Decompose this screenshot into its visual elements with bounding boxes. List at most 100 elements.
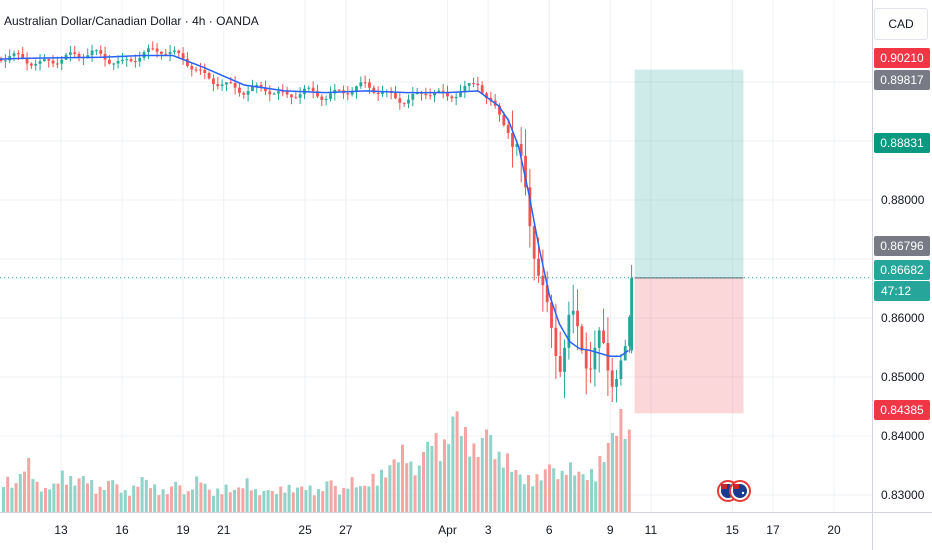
volume-bar xyxy=(527,475,530,512)
candle-body xyxy=(511,132,514,147)
volume-bar xyxy=(396,462,400,512)
candle-body xyxy=(515,143,519,147)
candle-body xyxy=(597,330,601,348)
candle-body xyxy=(459,91,462,97)
candle-body xyxy=(51,60,55,64)
price-label-marker-bg xyxy=(874,70,930,90)
volume-bar xyxy=(476,456,480,512)
event-flags[interactable] xyxy=(717,480,751,502)
volume-bar xyxy=(367,486,371,512)
symbol-title[interactable]: Australian Dollar/Canadian Dollar · 4h ·… xyxy=(4,14,259,28)
candle-body xyxy=(550,302,553,328)
volume-bar xyxy=(472,443,476,512)
candle-body xyxy=(147,48,150,53)
volume-bar xyxy=(510,471,514,512)
candle-body xyxy=(602,330,605,344)
x-tick-label: 25 xyxy=(298,523,312,537)
candle-body xyxy=(324,98,328,100)
candle-body xyxy=(199,69,202,71)
candle-body xyxy=(463,85,467,92)
candle-body xyxy=(476,83,480,86)
candle-body xyxy=(34,63,38,66)
candle-body xyxy=(541,275,545,286)
volume-bar xyxy=(153,484,157,512)
x-tick-label: 3 xyxy=(485,523,492,537)
volume-bar xyxy=(497,451,501,512)
candle-body xyxy=(545,285,549,303)
volume-bar xyxy=(161,489,165,512)
volume-bar xyxy=(371,473,375,512)
candle-body xyxy=(450,96,454,99)
price-label-marker-bg xyxy=(874,133,930,153)
time-axis[interactable]: 13 16 19 21 25 27 Apr 3 6 9 11 15 17 20 xyxy=(54,523,841,537)
x-tick-label: 16 xyxy=(115,523,129,537)
candle-body xyxy=(571,310,575,315)
candle-body xyxy=(307,87,311,89)
candle-body xyxy=(359,82,363,87)
candle-body xyxy=(138,57,142,62)
price-axis[interactable]: 0.83000 0.84000 0.85000 0.86000 0.88000 xyxy=(881,193,925,502)
x-tick-label: Apr xyxy=(438,523,457,537)
candle-body xyxy=(428,95,432,97)
candle-body xyxy=(285,91,289,95)
volume-bar xyxy=(287,484,291,512)
volume-bar xyxy=(619,408,623,512)
volume-bar xyxy=(10,487,14,512)
candle-body xyxy=(472,83,475,85)
candle-body xyxy=(3,60,7,62)
x-tick-label: 13 xyxy=(54,523,68,537)
volume-bar xyxy=(207,489,211,512)
candle-body xyxy=(259,84,263,88)
volume-bar xyxy=(186,491,190,512)
candle-body xyxy=(519,143,523,156)
candle-body xyxy=(502,114,506,126)
volume-bar xyxy=(422,452,425,512)
candle-body xyxy=(190,66,194,70)
volume-bar xyxy=(6,476,10,512)
candle-body xyxy=(528,187,532,227)
candle-body xyxy=(220,84,224,87)
candle-body xyxy=(563,347,566,372)
y-tick-label: 0.84000 xyxy=(881,429,925,443)
event-flag-icon[interactable] xyxy=(729,480,751,502)
candle-body xyxy=(99,50,103,54)
volume-bar xyxy=(615,435,619,512)
candle-body xyxy=(593,347,597,370)
candle-body xyxy=(480,85,484,94)
volume-bar xyxy=(178,485,182,512)
candle-body xyxy=(42,59,46,62)
volume-bar xyxy=(464,426,467,512)
volume-bar xyxy=(65,484,68,512)
candle-body xyxy=(168,52,172,55)
candle-body xyxy=(424,93,428,96)
price-label-marker: 0.89817 xyxy=(880,73,924,87)
candle-body xyxy=(554,327,558,357)
volume-bar xyxy=(564,474,568,512)
volume-bar xyxy=(140,477,144,512)
volume-bar xyxy=(283,492,287,512)
volume-bar xyxy=(468,456,472,512)
price-label-stop-bg xyxy=(874,400,930,420)
candle-body xyxy=(29,63,33,66)
long-position-tool[interactable] xyxy=(634,69,744,414)
volume-bar xyxy=(73,485,77,512)
volume-bar xyxy=(354,487,358,512)
volume-bar xyxy=(325,481,329,512)
volume-bar xyxy=(338,494,341,512)
volume-bar xyxy=(56,483,60,512)
volume-bar xyxy=(270,490,274,512)
candle-body xyxy=(77,53,81,58)
volume-bar xyxy=(501,467,505,512)
candle-body xyxy=(606,343,610,371)
volume-bar xyxy=(2,486,5,512)
flag-union xyxy=(733,484,739,489)
volume-bar xyxy=(115,484,119,512)
candle-body xyxy=(264,87,267,92)
volume-bar xyxy=(39,491,43,512)
volume-bar xyxy=(405,463,409,512)
x-tick-label: 19 xyxy=(176,523,190,537)
volume-bar xyxy=(98,486,102,512)
candle-body xyxy=(207,73,211,79)
currency-button[interactable]: CAD xyxy=(874,8,928,40)
